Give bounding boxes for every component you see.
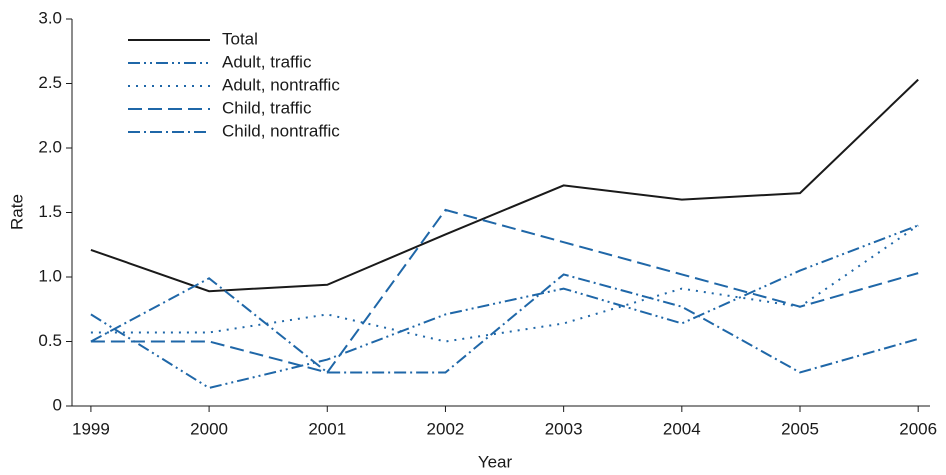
- y-tick-label: 2.5: [38, 73, 62, 92]
- x-tick-label: 2005: [781, 419, 819, 438]
- legend-label: Adult, traffic: [222, 52, 312, 71]
- legend-label: Child, traffic: [222, 98, 312, 117]
- x-tick-label: 2003: [545, 419, 583, 438]
- y-axis-label: Rate: [7, 194, 26, 230]
- legend-label: Total: [222, 29, 258, 48]
- series-line: [90, 78, 919, 293]
- series-line: [90, 208, 919, 374]
- y-tick-label: 3.0: [38, 8, 62, 27]
- x-tick-label: 2004: [663, 419, 701, 438]
- y-tick-label: 2.0: [38, 137, 62, 156]
- legend-label: Child, nontraffic: [222, 121, 340, 140]
- legend-label: Adult, nontraffic: [222, 75, 340, 94]
- y-tick-label: 1.0: [38, 266, 62, 285]
- y-tick-label: 1.5: [38, 202, 62, 221]
- series-line: [90, 224, 919, 390]
- x-tick-label: 1999: [72, 419, 110, 438]
- x-tick-label: 2001: [308, 419, 346, 438]
- y-tick-label: 0.5: [38, 331, 62, 350]
- x-tick-label: 2006: [899, 419, 937, 438]
- x-axis-label: Year: [478, 452, 513, 471]
- y-tick-label: 0: [53, 395, 62, 414]
- series-line: [90, 273, 919, 374]
- x-tick-label: 2002: [427, 419, 465, 438]
- x-tick-label: 2000: [190, 419, 228, 438]
